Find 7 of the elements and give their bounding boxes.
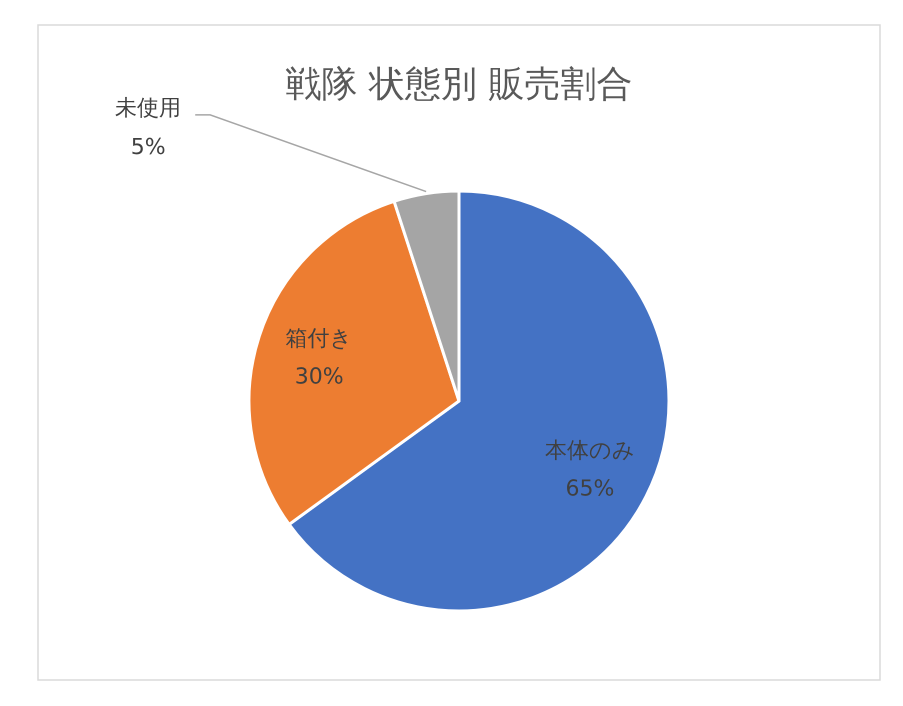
data-label: 65% <box>566 476 614 502</box>
data-label: 5% <box>130 134 166 160</box>
data-label: 30% <box>294 364 344 390</box>
slice-label: 箱付き <box>286 326 353 352</box>
slice-label: 未使用 <box>115 96 182 121</box>
chart-title: 戦隊 状態別 販売割合 <box>286 64 632 105</box>
slice-label: 本体のみ <box>544 438 635 464</box>
